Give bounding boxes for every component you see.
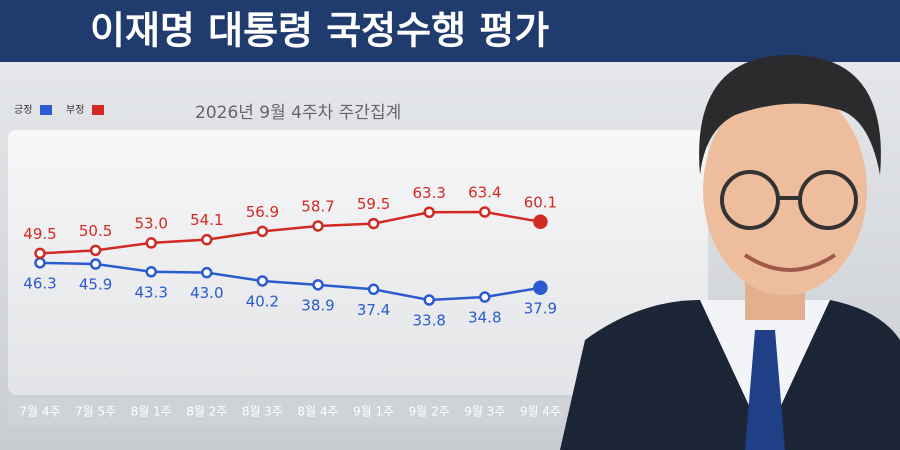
point <box>89 244 102 257</box>
point <box>34 247 46 260</box>
point <box>479 206 491 218</box>
point <box>533 214 548 230</box>
x-tick-label: 7월 4주 <box>19 405 60 419</box>
value-label: 34.8 <box>468 309 501 327</box>
x-tick-label: 9월 1주 <box>353 405 394 419</box>
x-tick-label: 8월 1주 <box>131 405 172 419</box>
value-label: 43.3 <box>134 283 167 301</box>
banner <box>0 0 900 62</box>
value-label: 33.8 <box>412 312 445 330</box>
x-tick-label: 9월 3주 <box>464 405 505 419</box>
mouth <box>743 253 837 272</box>
point <box>89 258 102 270</box>
point <box>312 220 324 232</box>
hair <box>699 55 881 175</box>
value-label: 37.4 <box>357 301 390 319</box>
chart-subtitle: 2026년 9월 4주차 주간집계 <box>195 103 401 123</box>
legend-swatch <box>92 105 104 115</box>
x-tick-label: 7월 5주 <box>75 405 116 419</box>
value-label: 49.5 <box>23 225 56 243</box>
point <box>312 279 324 291</box>
value-label: 40.2 <box>246 292 279 310</box>
series-line <box>39 261 541 302</box>
chart-title: 이재명 대통령 국정수행 평가 <box>90 9 549 53</box>
value-label: 43.0 <box>190 284 223 302</box>
value-label: 53.0 <box>134 214 167 232</box>
x-tick-label: 8월 2주 <box>186 405 227 419</box>
point <box>479 291 491 303</box>
value-label: 46.3 <box>23 274 56 292</box>
x-tick-label: 9월 2주 <box>409 405 450 419</box>
point <box>201 266 213 279</box>
value-label: 38.9 <box>301 296 334 314</box>
point <box>533 280 548 296</box>
legend-label: 부정 <box>66 104 84 116</box>
face <box>703 85 867 295</box>
photo <box>560 55 900 450</box>
x-tick-label: 9월 4주 <box>520 405 561 419</box>
value-label: 63.4 <box>468 184 501 202</box>
plot-panel <box>8 130 708 395</box>
plot: 7월 4주 7월 5주 8월 1주 8월 2주 8월 3주 8월 4주 9월 1주 9월 2주… <box>19 184 561 419</box>
point <box>145 237 157 249</box>
point <box>256 225 269 238</box>
point <box>34 257 46 269</box>
value-label: 50.5 <box>79 222 112 240</box>
axis-strip <box>8 398 608 426</box>
value-label: 63.3 <box>412 184 445 202</box>
value-label: 59.5 <box>357 195 390 213</box>
point <box>201 233 213 246</box>
point <box>367 217 380 230</box>
point <box>145 266 157 278</box>
legend-swatch <box>40 105 52 115</box>
value-label: 37.9 <box>524 299 557 317</box>
legend-label: 긍정 <box>14 104 32 116</box>
point <box>423 206 435 219</box>
legend: 긍정 부정 <box>14 104 104 116</box>
tie <box>745 330 785 450</box>
point <box>423 294 435 306</box>
suit <box>560 300 900 450</box>
x-tick-label: 8월 4주 <box>297 405 338 419</box>
point <box>256 275 269 287</box>
value-label: 45.9 <box>79 276 112 294</box>
series-line <box>39 210 541 255</box>
value-label: 60.1 <box>524 193 557 211</box>
value-label: 54.1 <box>190 211 223 229</box>
point <box>367 283 380 296</box>
x-tick-label: 8월 3주 <box>242 405 283 419</box>
value-label: 58.7 <box>301 197 334 215</box>
value-label: 56.9 <box>246 203 279 221</box>
